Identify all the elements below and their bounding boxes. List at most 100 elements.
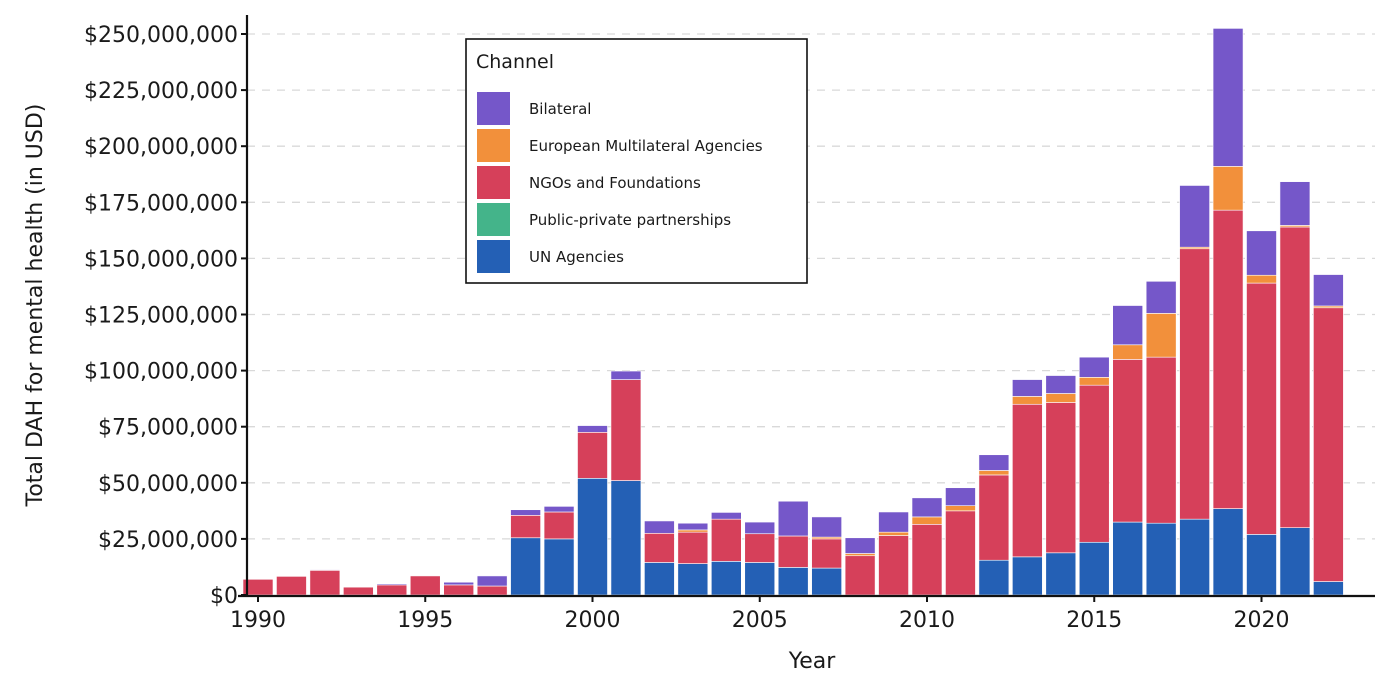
bar-2016-bilateral [1112, 305, 1143, 346]
bar-2020-un-agencies [1246, 534, 1277, 596]
bar-2006-un-agencies [777, 567, 809, 596]
bar-1999-ngos-and-foundations [543, 511, 575, 540]
bar-2017-un-agencies [1145, 522, 1177, 596]
bar-2015-bilateral [1078, 356, 1110, 378]
legend-swatch [477, 203, 510, 236]
bar-2003-un-agencies [677, 563, 709, 596]
bar-2012-european-multilateral-agencies [978, 470, 1010, 476]
bar-1998-bilateral [510, 509, 541, 516]
y-tick-label: $75,000,000 [98, 416, 238, 441]
bar-2013-ngos-and-foundations [1012, 403, 1043, 558]
y-tick-label: $0 [210, 584, 238, 609]
bar-1997-bilateral [476, 575, 508, 587]
gridlines [247, 33, 1375, 540]
bar-2001-un-agencies [610, 480, 642, 596]
x-tick-label: 2020 [1234, 608, 1290, 633]
bar-2016-european-multilateral-agencies [1112, 344, 1143, 360]
legend-swatch [477, 129, 510, 162]
bar-2005-un-agencies [744, 562, 776, 596]
bar-2011-ngos-and-foundations [945, 510, 976, 596]
bar-2020-european-multilateral-agencies [1246, 274, 1277, 284]
bar-2014-ngos-and-foundations [1045, 402, 1077, 554]
bar-2012-un-agencies [978, 559, 1010, 596]
bar-1996-bilateral [443, 581, 475, 586]
bar-1998-ngos-and-foundations [510, 515, 541, 539]
y-tick-label: $50,000,000 [98, 472, 238, 497]
bar-1993-ngos-and-foundations [343, 586, 374, 596]
bar-2006-bilateral [777, 500, 809, 537]
bar-1997-ngos-and-foundations [476, 585, 508, 596]
bar-2014-bilateral [1045, 375, 1077, 394]
bar-2019-un-agencies [1212, 508, 1244, 596]
bar-2014-un-agencies [1045, 552, 1077, 596]
y-axis: $0 $25,000,000 $50,000,000 $75,000,000 $100,… [84, 15, 249, 609]
bar-2002-ngos-and-foundations [644, 532, 675, 563]
bar-2011-bilateral [945, 487, 976, 506]
bar-1998-un-agencies [510, 537, 541, 596]
bar-2015-european-multilateral-agencies [1078, 377, 1110, 386]
bar-2016-un-agencies [1112, 521, 1143, 596]
bar-2000-ngos-and-foundations [577, 432, 608, 479]
bar-2014-european-multilateral-agencies [1045, 393, 1077, 403]
bar-2004-bilateral [710, 512, 742, 520]
bar-2000-bilateral [577, 425, 608, 433]
bars [242, 28, 1344, 596]
bar-2018-un-agencies [1179, 518, 1210, 596]
bar-1992-bilateral [309, 569, 341, 571]
bar-2008-bilateral [844, 537, 876, 554]
legend-label: UN Agencies [529, 248, 624, 266]
legend-label: NGOs and Foundations [529, 174, 701, 192]
bar-2018-ngos-and-foundations [1179, 248, 1210, 520]
bar-2007-ngos-and-foundations [811, 538, 842, 569]
bar-2012-bilateral [978, 454, 1010, 471]
legend-label: European Multilateral Agencies [529, 137, 763, 155]
bar-1994-ngos-and-foundations [376, 584, 408, 596]
bar-2009-bilateral [878, 511, 909, 533]
bar-2004-ngos-and-foundations [710, 518, 742, 562]
bar-2015-un-agencies [1078, 541, 1110, 596]
bar-2010-ngos-and-foundations [911, 524, 943, 596]
x-tick-label: 2005 [732, 608, 788, 633]
bar-2004-un-agencies [710, 561, 742, 596]
legend-swatch [477, 92, 510, 125]
bar-2012-ngos-and-foundations [978, 474, 1010, 561]
legend-label: Public-private partnerships [529, 211, 731, 229]
bar-2017-european-multilateral-agencies [1145, 313, 1177, 358]
x-tick-label: 2010 [899, 608, 955, 633]
legend: Channel Bilateral European Multilateral A… [465, 38, 808, 284]
bar-2011-european-multilateral-agencies [945, 505, 976, 512]
bar-2020-bilateral [1246, 230, 1277, 276]
y-tick-label: $225,000,000 [84, 79, 238, 104]
bar-2002-bilateral [644, 520, 675, 534]
y-tick-label: $150,000,000 [84, 247, 238, 272]
legend-title: Channel [476, 51, 554, 73]
bar-1995-ngos-and-foundations [409, 575, 441, 596]
bar-2019-bilateral [1212, 28, 1244, 167]
bar-2019-ngos-and-foundations [1212, 209, 1244, 509]
bar-2005-bilateral [744, 521, 776, 535]
bar-1996-ngos-and-foundations [443, 584, 475, 596]
bar-1999-bilateral [543, 506, 575, 513]
bar-2013-european-multilateral-agencies [1012, 396, 1043, 405]
bar-2016-ngos-and-foundations [1112, 359, 1143, 523]
bar-2022-un-agencies [1313, 581, 1344, 596]
bar-2007-un-agencies [811, 567, 842, 596]
bar-2021-un-agencies [1279, 527, 1311, 596]
legend-frame [465, 38, 808, 284]
bar-2020-ngos-and-foundations [1246, 282, 1277, 535]
x-axis: 1990 1995 2000 2005 2010 2015 2020 [230, 594, 1375, 633]
bar-2010-european-multilateral-agencies [911, 516, 943, 525]
bar-2013-bilateral [1012, 379, 1043, 397]
bar-2003-bilateral [677, 522, 709, 531]
y-tick-label: $250,000,000 [84, 23, 238, 48]
bar-2009-european-multilateral-agencies [878, 531, 909, 536]
bar-2007-bilateral [811, 516, 842, 538]
y-tick-label: $125,000,000 [84, 304, 238, 329]
x-tick-label: 1995 [397, 608, 453, 633]
bar-2006-ngos-and-foundations [777, 535, 809, 568]
x-tick-label: 2000 [565, 608, 621, 633]
bar-2013-un-agencies [1012, 556, 1043, 596]
bar-2017-bilateral [1145, 280, 1177, 314]
bar-2003-european-multilateral-agencies [677, 529, 709, 533]
